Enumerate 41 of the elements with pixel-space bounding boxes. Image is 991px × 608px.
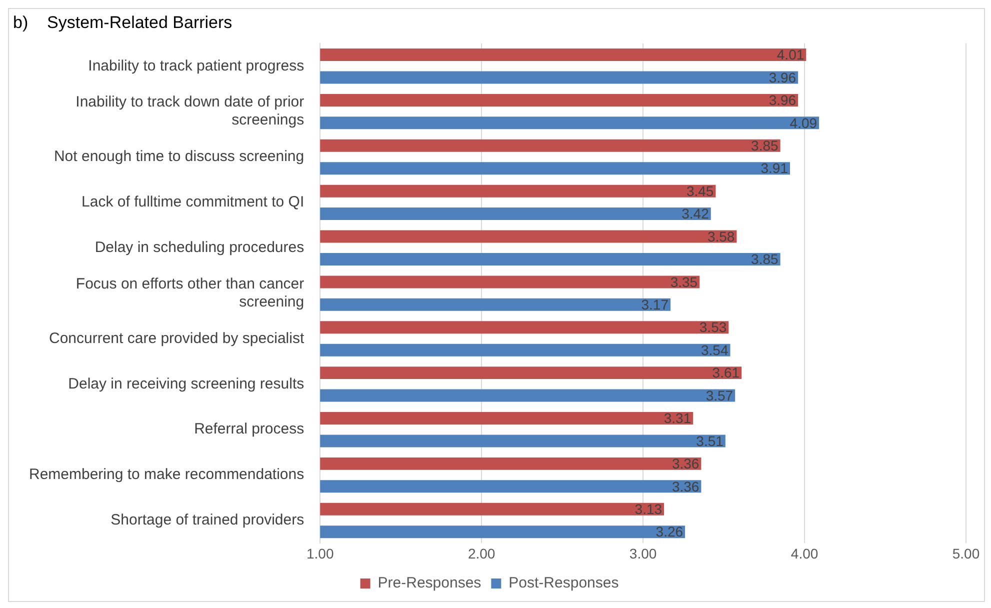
data-label: 3.57 <box>706 387 734 404</box>
y-tick-label: Referral process <box>194 420 304 438</box>
data-label: 3.36 <box>672 456 700 472</box>
data-label: 3.96 <box>768 69 796 86</box>
text: b) System-Related Barriers <box>13 12 232 32</box>
x-tick-label: 4.00 <box>790 545 818 562</box>
data-label: 3.17 <box>641 296 669 313</box>
x-tick-label: 2.00 <box>468 545 496 562</box>
y-tick-label: Delay in receiving screening results <box>68 375 304 392</box>
y-tick-label: Not enough time to discuss screening <box>54 148 304 166</box>
data-label: 3.51 <box>696 432 724 449</box>
x-tick-label: 3.00 <box>629 545 657 562</box>
data-label: 3.13 <box>634 500 662 517</box>
data-label: 4.09 <box>790 114 818 131</box>
data-label: 3.91 <box>760 160 788 176</box>
data-label: 3.26 <box>656 524 684 540</box>
y-tick-label: Focus on efforts other than cancer screening <box>76 275 304 310</box>
legend-label: Post-Responses <box>508 574 619 592</box>
legend-label: Pre-Responses <box>378 574 482 592</box>
y-tick-label: Inability to track down date of prior screenings <box>76 94 304 129</box>
data-label: 3.53 <box>699 319 727 336</box>
data-label: 3.45 <box>686 182 714 199</box>
x-tick-label: 1.00 <box>306 545 334 562</box>
y-tick-label: Inability to track patient progress <box>88 57 304 74</box>
data-label: 3.85 <box>751 251 779 268</box>
data-label: 3.61 <box>712 364 740 381</box>
data-label: 3.36 <box>672 478 700 494</box>
data-label: 3.35 <box>670 274 698 290</box>
x-tick-label: 5.00 <box>952 545 980 562</box>
y-tick-label: Concurrent care provided by specialist <box>48 330 305 347</box>
data-label: 3.85 <box>751 137 779 154</box>
y-tick-label: Lack of fulltime commitment to QI <box>82 194 304 211</box>
y-tick-label: Remembering to make recommendations <box>28 466 304 484</box>
y-tick-label: Delay in scheduling procedures <box>94 239 304 256</box>
data-label: 3.54 <box>701 342 728 358</box>
y-tick-label: Shortage of trained providers <box>110 512 304 529</box>
data-label: 4.01 <box>776 46 804 63</box>
data-label: 3.31 <box>664 410 692 426</box>
data-label: 3.58 <box>707 228 735 244</box>
data-label: 3.96 <box>768 92 796 108</box>
data-label: 3.42 <box>682 206 710 222</box>
